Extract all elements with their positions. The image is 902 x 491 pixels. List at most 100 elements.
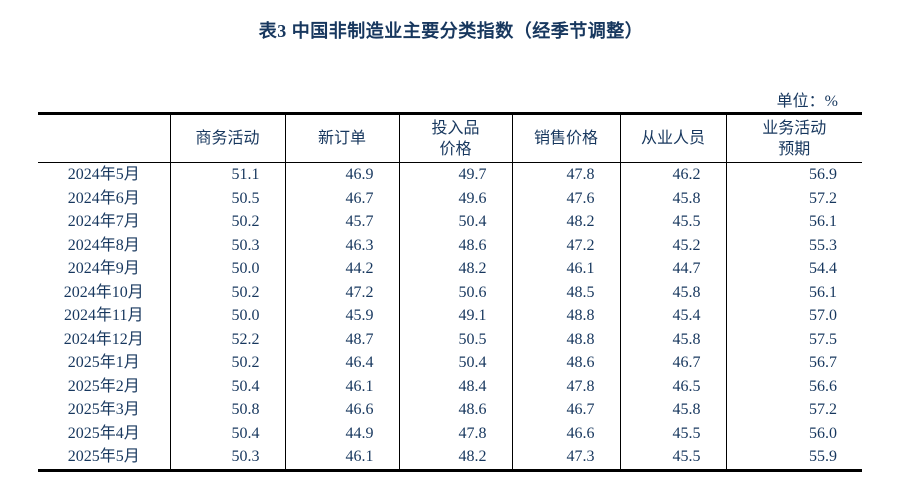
cell-value: 46.2 [619,162,726,187]
cell-value: 46.3 [284,233,399,257]
cell-value: 50.5 [398,327,512,351]
table-row: 2025年1月 50.2 46.4 50.4 48.6 46.7 56.7 [38,351,862,375]
cell-value: 45.8 [619,327,726,351]
cell-value: 47.8 [511,162,620,187]
row-label: 2024年8月 [67,236,140,254]
cell-value: 44.2 [284,257,399,281]
cell-value: 49.7 [398,162,512,187]
table-row: 2025年3月 50.8 46.6 48.6 46.7 45.8 57.2 [38,398,862,422]
cell-value: 47.2 [284,280,399,304]
row-label: 2025年1月 [67,354,140,371]
cell-value: 50.2 [169,210,285,234]
cell-value: 45.2 [619,233,726,257]
cell-value: 48.4 [398,374,512,398]
table-row: 2024年5月 51.1 46.9 49.7 47.8 46.2 56.9 [38,162,862,187]
table-row: 2025年2月 50.4 46.1 48.4 47.8 46.5 56.6 [38,374,862,398]
table-row: 2025年5月 50.3 46.1 48.2 47.3 45.5 55.9 [38,445,862,470]
cell-value: 50.2 [169,351,285,375]
cell-value: 56.0 [725,421,862,445]
row-label: 2025年5月 [67,448,140,465]
cell-value: 51.1 [169,162,285,187]
cell-value: 47.3 [511,445,620,470]
cell-value: 46.9 [284,162,399,187]
cell-value: 48.7 [284,327,399,351]
cell-value: 46.4 [284,351,399,375]
cell-value: 45.8 [619,280,726,304]
column-header-input-prices: 投入品 价格 [398,113,512,163]
cell-value: 57.5 [725,327,862,351]
cell-value: 50.0 [169,257,285,281]
cell-value: 48.2 [398,257,512,281]
cell-value: 45.5 [619,445,726,470]
cell-value: 46.6 [511,421,620,445]
cell-value: 49.6 [398,186,512,210]
table-row: 2024年10月 50.2 47.2 50.6 48.5 45.8 56.1 [38,280,862,304]
cell-value: 56.7 [725,351,862,375]
cell-value: 44.9 [284,421,399,445]
cell-value: 57.0 [725,304,862,328]
cell-value: 48.6 [398,233,512,257]
cell-value: 56.1 [725,210,862,234]
cell-value: 46.7 [619,351,726,375]
table-row: 2024年8月 50.3 46.3 48.6 47.2 45.2 55.3 [38,233,862,257]
cell-value: 56.1 [725,280,862,304]
row-label: 2025年3月 [67,401,140,418]
cell-value: 48.2 [398,445,512,470]
cell-value: 52.2 [169,327,285,351]
cell-value: 47.6 [511,186,620,210]
cell-value: 56.9 [725,162,862,187]
table-header: 商务活动 新订单 投入品 价格 销售价格 从业人员 业务活动 预期 [38,113,862,163]
cell-value: 50.3 [169,445,285,470]
column-header-new-orders: 新订单 [284,113,399,163]
cell-value: 44.7 [619,257,726,281]
column-header-employment: 从业人员 [619,113,726,163]
cell-value: 54.4 [725,257,862,281]
cell-value: 50.4 [169,421,285,445]
row-label: 2024年5月 [67,166,140,183]
cell-value: 50.3 [169,233,285,257]
row-label: 2025年4月 [67,424,140,442]
cell-value: 46.6 [284,398,399,422]
cell-value: 50.0 [169,304,285,328]
cell-value: 45.7 [284,210,399,234]
table-row: 2024年12月 52.2 48.7 50.5 48.8 45.8 57.5 [38,327,862,351]
cell-value: 50.4 [398,351,512,375]
table-row: 2024年9月 50.0 44.2 48.2 46.1 44.7 54.4 [38,257,862,281]
indices-table: 商务活动 新订单 投入品 价格 销售价格 从业人员 业务活动 预期 2024年5… [38,112,862,472]
column-header-selling-prices: 销售价格 [511,113,620,163]
row-label: 2024年6月 [67,189,140,207]
table-row: 2024年6月 50.5 46.7 49.6 47.6 45.8 57.2 [38,186,862,210]
cell-value: 46.7 [284,186,399,210]
cell-value: 50.4 [398,210,512,234]
cell-value: 55.3 [725,233,862,257]
cell-value: 55.9 [725,445,862,470]
cell-value: 48.6 [398,398,512,422]
cell-value: 47.8 [398,421,512,445]
row-label: 2024年12月 [63,330,144,348]
cell-value: 50.2 [169,280,285,304]
cell-value: 46.5 [619,374,726,398]
table-row: 2025年4月 50.4 44.9 47.8 46.6 45.5 56.0 [38,421,862,445]
cell-value: 45.5 [619,210,726,234]
table-row: 2024年7月 50.2 45.7 50.4 48.2 45.5 56.1 [38,210,862,234]
cell-value: 48.2 [511,210,620,234]
cell-value: 57.2 [725,398,862,422]
cell-value: 46.1 [284,445,399,470]
cell-value: 46.7 [511,398,620,422]
row-label: 2025年2月 [67,377,140,395]
cell-value: 47.8 [511,374,620,398]
table-title: 表3 中国非制造业主要分类指数（经季节调整） [258,21,644,41]
cell-value: 45.5 [619,421,726,445]
row-label: 2024年11月 [64,307,144,324]
cell-value: 45.8 [619,398,726,422]
cell-value: 49.1 [398,304,512,328]
cell-value: 46.1 [284,374,399,398]
table-body: 2024年5月 51.1 46.9 49.7 47.8 46.2 56.9 20… [38,162,862,470]
cell-value: 48.6 [511,351,620,375]
table-row: 2024年11月 50.0 45.9 49.1 48.8 45.4 57.0 [38,304,862,328]
row-label: 2024年7月 [67,213,140,230]
cell-value: 50.4 [169,374,285,398]
cell-value: 47.2 [511,233,620,257]
column-header-business-expectations: 业务活动 预期 [725,113,862,163]
